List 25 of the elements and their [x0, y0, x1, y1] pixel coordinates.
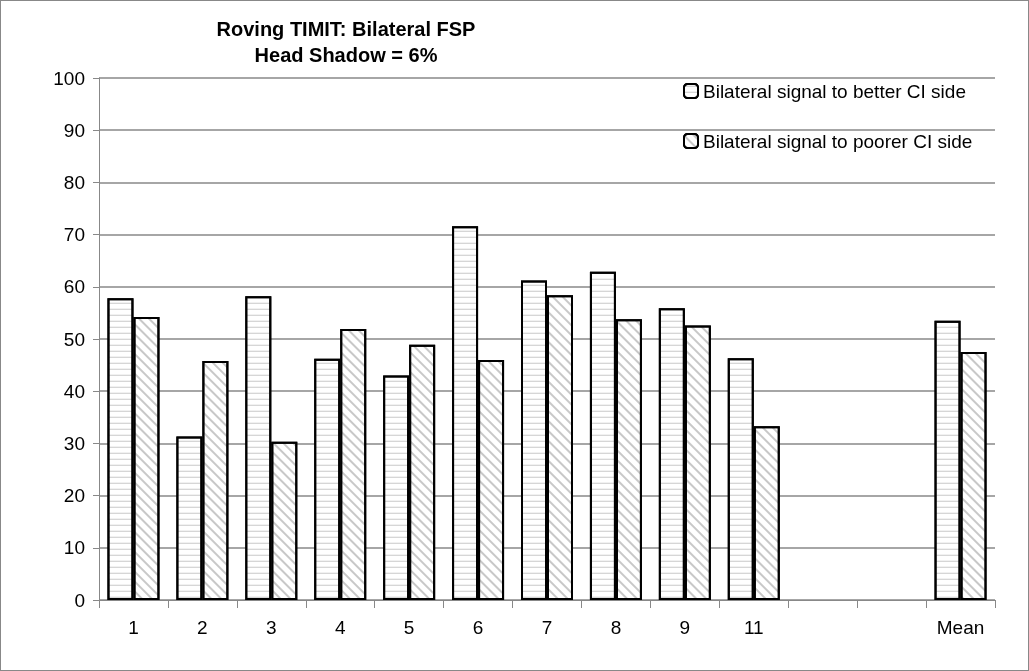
y-tick-label: 0 [74, 589, 85, 611]
x-tick-label: 2 [197, 617, 208, 638]
chart-title: Roving TIMIT: Bilateral FSP Head Shadow = 6% [216, 18, 476, 66]
x-tick-label: 11 [743, 617, 764, 638]
x-tick-label: 1 [128, 617, 139, 638]
x-tick-label: 8 [610, 617, 622, 638]
x-tick-label: 5 [403, 617, 415, 638]
y-tick-label: 30 [63, 432, 85, 454]
x-tick-label: Mean [936, 617, 985, 638]
x-tick-label: 3 [266, 617, 277, 638]
y-tick-label: 90 [63, 119, 85, 141]
y-tick-label: 40 [63, 380, 85, 402]
legend-label: Bilateral signal to poorer CI side [703, 130, 973, 152]
x-tick-label: 9 [679, 617, 691, 638]
y-tick-label: 70 [63, 224, 85, 246]
y-tick-label: 50 [63, 328, 85, 350]
x-tick-label: 4 [334, 617, 346, 638]
y-tick-label: 60 [63, 276, 85, 298]
y-tick-label: 100 [53, 67, 85, 89]
legend-label: Bilateral signal to better CI side [703, 80, 966, 102]
y-tick-label: 20 [63, 485, 85, 507]
y-tick-label: 10 [63, 537, 85, 559]
x-tick-label: 7 [541, 617, 553, 638]
y-tick-label: 80 [63, 171, 85, 193]
x-tick-label: 6 [472, 617, 484, 638]
